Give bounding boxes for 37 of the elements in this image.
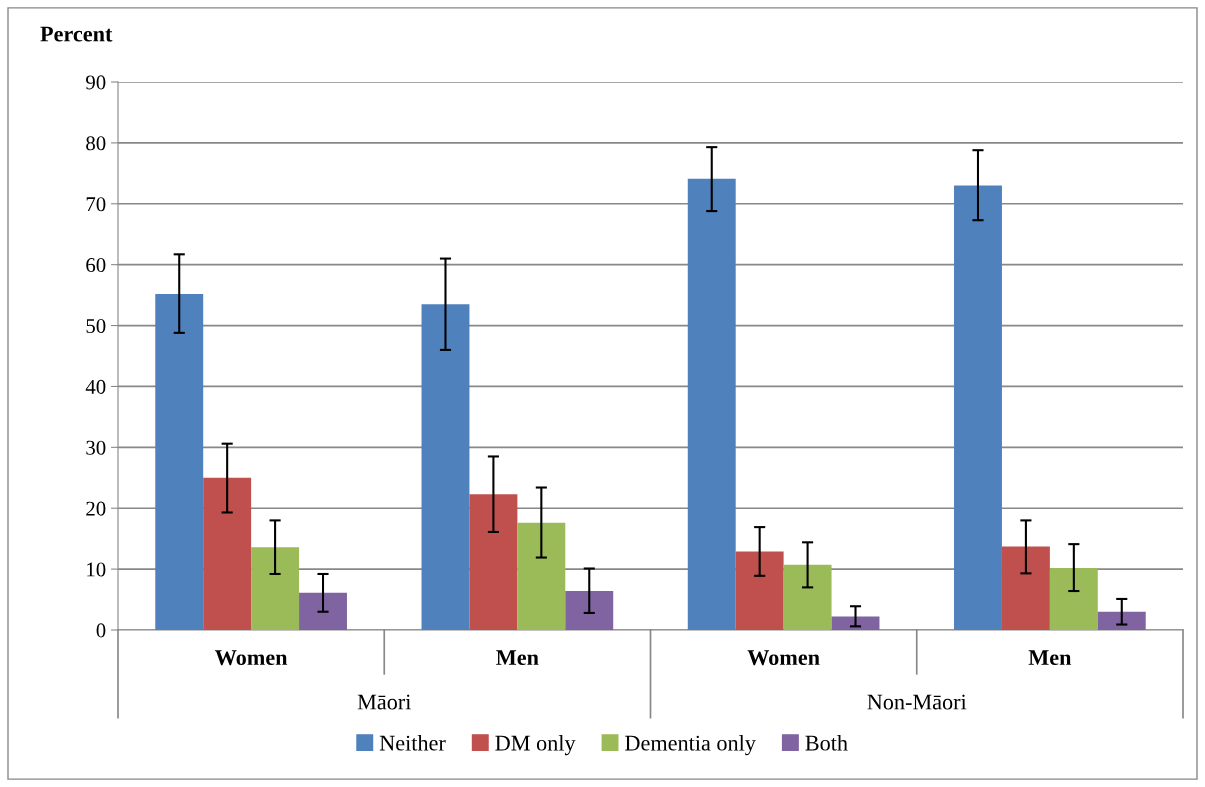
x-tick-label: Women <box>215 650 288 666</box>
x-tick-label: Men <box>496 650 539 666</box>
y-tick-label: 30 <box>86 440 106 455</box>
y-tick-label: 40 <box>85 379 106 394</box>
text: Non-Māori <box>867 694 967 710</box>
bar <box>1001 546 1050 630</box>
y-tick-label: 70 <box>86 197 106 212</box>
y-axis-title: Percent <box>40 26 113 42</box>
text: Māori <box>357 694 411 710</box>
y-tick-label: 20 <box>86 501 106 516</box>
legend-label: Neither <box>379 734 446 751</box>
y-tick-label: 50 <box>86 318 106 333</box>
y-tick-label: 90 <box>86 75 106 90</box>
bar <box>1097 611 1146 630</box>
legend-label: DM only <box>495 734 576 756</box>
bar <box>469 494 518 630</box>
legend-label: Both <box>805 734 848 751</box>
bar <box>783 564 832 630</box>
bar <box>687 178 736 630</box>
bar <box>831 616 880 630</box>
y-tick-label: 0 <box>96 623 106 638</box>
y-tick-label: 80 <box>86 136 106 151</box>
y-tick-label: 10 <box>87 562 106 577</box>
bar <box>517 522 566 630</box>
x-tick-label: Women <box>747 650 820 666</box>
x-tick-label: Men <box>1028 650 1072 666</box>
legend-label: Dementia only <box>625 734 756 756</box>
bar <box>155 293 204 630</box>
bar <box>421 304 470 630</box>
bar <box>251 547 300 630</box>
bar <box>203 477 252 630</box>
y-tick-label: 60 <box>86 258 106 273</box>
bar <box>954 185 1002 630</box>
bar <box>1049 567 1098 630</box>
bar <box>565 591 614 630</box>
bar <box>735 551 784 630</box>
bar <box>299 592 347 630</box>
